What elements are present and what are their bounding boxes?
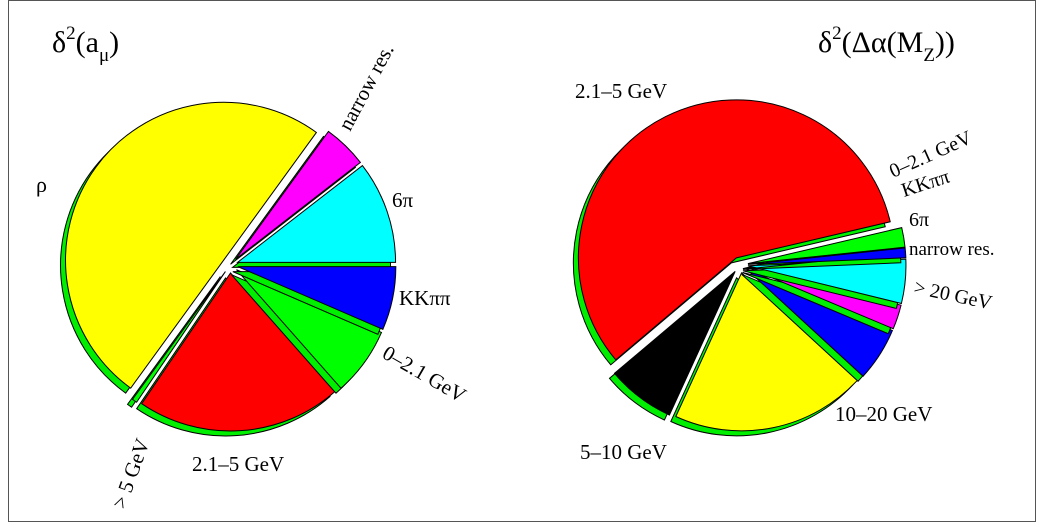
slice-label-narrow-res: narrow res. — [333, 40, 399, 135]
slice-label-gt-20-gev: > 20 GeV — [912, 276, 994, 314]
pie-chart-delta-alpha — [572, 99, 907, 437]
pie-slice-0-2-1-gev — [747, 226, 906, 265]
slice-label-10-20-gev: 10–20 GeV — [835, 402, 932, 426]
chart-title-delta-alpha: δ2(Δα(MZ)) — [818, 23, 955, 66]
pie-chart-a-mu — [60, 101, 397, 437]
slice-label-gt-5-gev: > 5 GeV — [107, 435, 154, 511]
pie-slice-0-2-1-gev — [236, 269, 383, 389]
pie-slice-6 — [236, 164, 397, 263]
slice-label-kkpipi: KKππ — [399, 286, 451, 310]
slice-label-5-10-gev: 5–10 GeV — [580, 440, 667, 464]
pie-slice-2-1-5-gev — [140, 272, 336, 432]
slice-label-6pi: 6π — [909, 209, 929, 231]
slice-label-rho: ρ — [36, 172, 47, 197]
pie-slice-20-gev — [746, 268, 894, 377]
pie-slice-kk — [747, 247, 907, 265]
slice-label-0-2.1-gev: 0–2.1 GeV — [379, 341, 471, 408]
pie-slice-kk — [237, 266, 397, 331]
slice-label-2.1-5-gev: 2.1–5 GeV — [575, 79, 667, 103]
slice-label-2.1-5-gev: 2.1–5 GeV — [192, 452, 284, 476]
slice-label-6pi: 6π — [392, 188, 414, 212]
pie-slice-narrow-res — [747, 267, 902, 330]
pie-slice-10-20-gev — [675, 272, 859, 432]
pie-slice-5-gev — [131, 271, 226, 403]
chart-title-a-mu: δ2(aμ) — [52, 23, 119, 66]
pie-slice- — [65, 101, 318, 389]
pie-slice-2-1-5-gev — [577, 99, 891, 361]
pie-slice-6 — [747, 258, 907, 305]
pie-slice-narrow-res — [235, 130, 362, 260]
pie-slice-5-10-gev — [613, 270, 736, 416]
slice-label-narrow-res: narrow res. — [909, 239, 994, 260]
